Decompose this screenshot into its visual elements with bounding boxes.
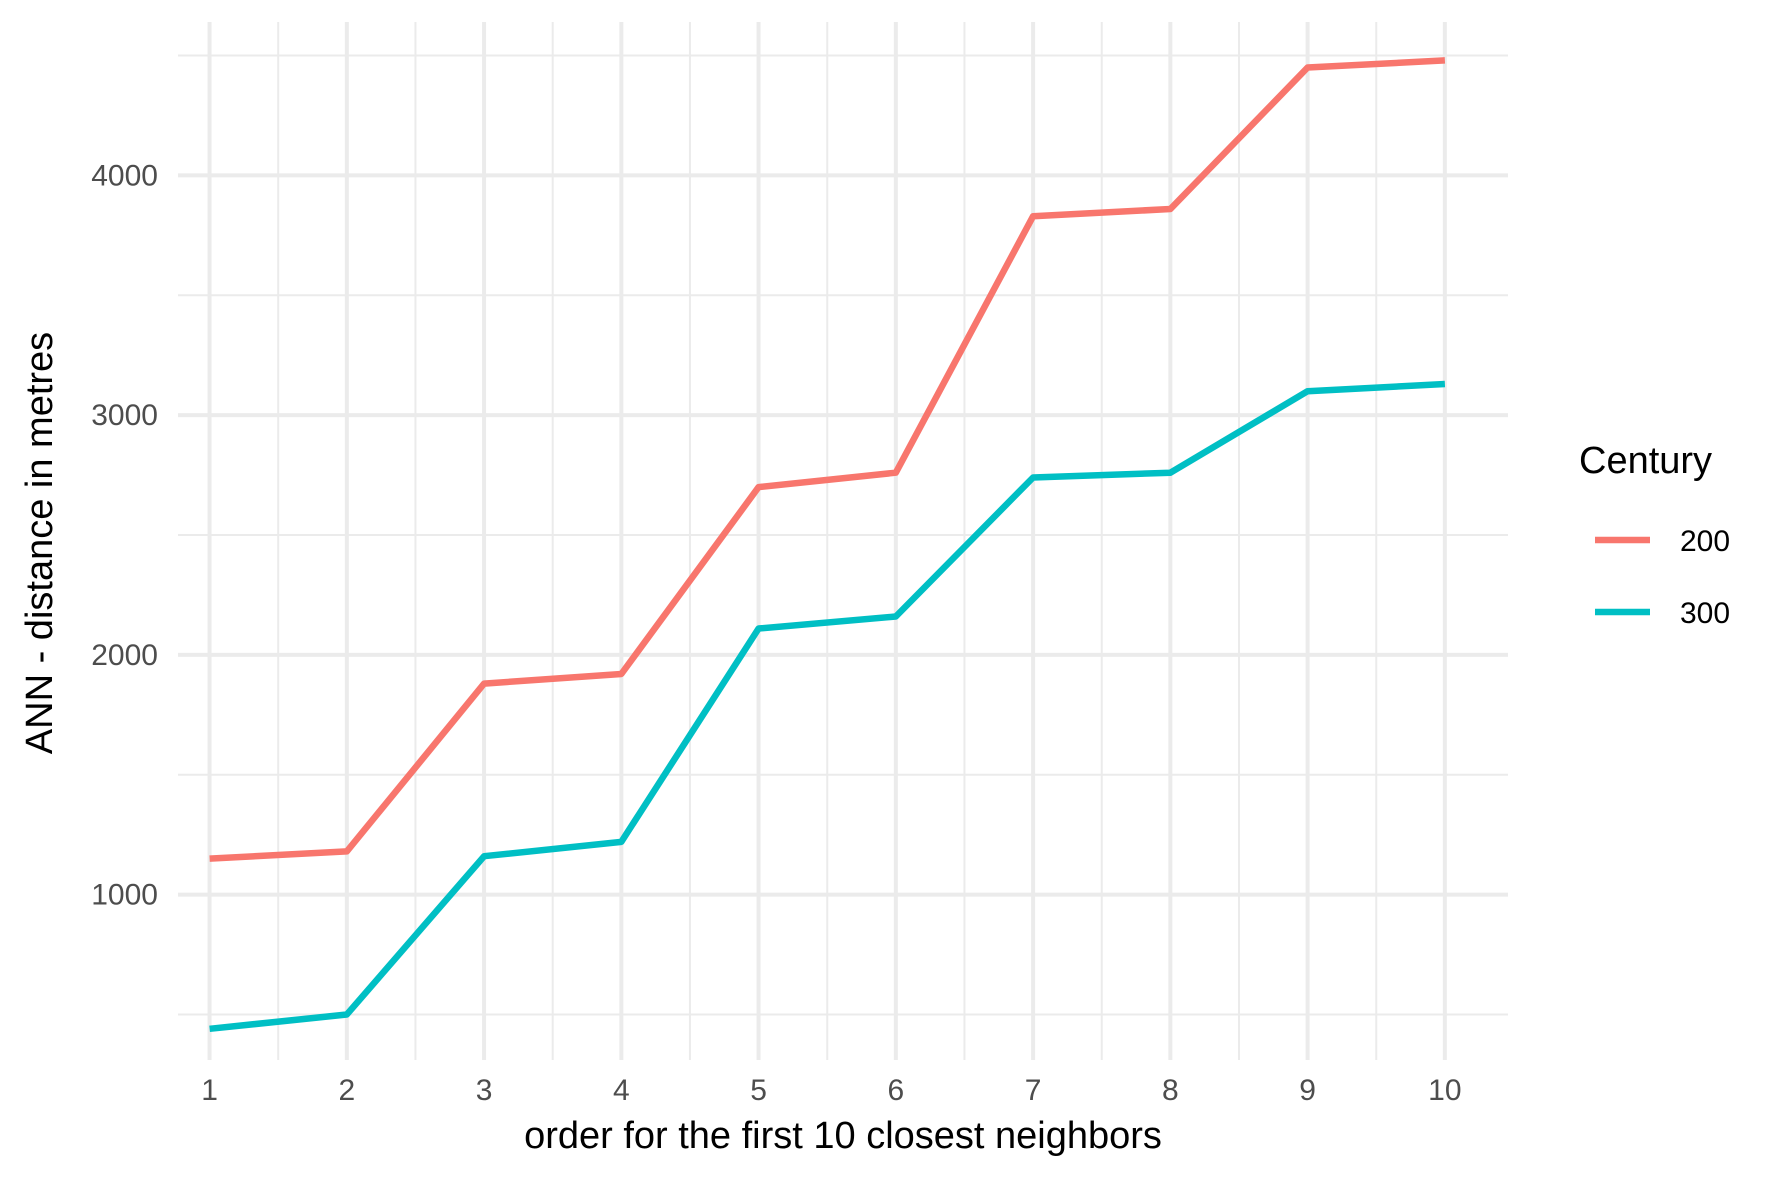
y-axis-tick-labels: 1000 2000 3000 4000 <box>91 159 158 911</box>
x-tick-label: 10 <box>1428 1074 1461 1107</box>
x-tick-label: 9 <box>1299 1074 1316 1107</box>
y-tick-label: 2000 <box>91 639 158 672</box>
legend-label-300: 300 <box>1680 597 1730 630</box>
x-axis-title: order for the first 10 closest neighbors <box>524 1115 1162 1157</box>
y-tick-label: 3000 <box>91 399 158 432</box>
minor-gridlines <box>178 22 1508 1060</box>
series-line-200 <box>209 57 1446 862</box>
legend: Century 200 300 <box>1579 440 1730 630</box>
major-gridlines <box>178 22 1508 1060</box>
series-lines <box>209 57 1446 1033</box>
x-tick-label: 7 <box>1025 1074 1042 1107</box>
y-tick-label: 4000 <box>91 159 158 192</box>
x-tick-label: 4 <box>613 1074 630 1107</box>
x-tick-label: 3 <box>476 1074 493 1107</box>
x-tick-label: 8 <box>1162 1074 1179 1107</box>
legend-items: 200 300 <box>1595 525 1730 630</box>
x-tick-label: 6 <box>887 1074 904 1107</box>
legend-title: Century <box>1579 440 1712 482</box>
x-tick-label: 2 <box>338 1074 355 1107</box>
x-axis-tick-labels: 1 2 3 4 5 6 7 8 9 10 <box>201 1074 1461 1107</box>
y-tick-label: 1000 <box>91 879 158 912</box>
x-tick-label: 1 <box>201 1074 218 1107</box>
series-line-300 <box>209 380 1446 1033</box>
legend-label-200: 200 <box>1680 525 1730 558</box>
y-axis-title: ANN - distance in metres <box>19 332 61 754</box>
x-tick-label: 5 <box>750 1074 767 1107</box>
